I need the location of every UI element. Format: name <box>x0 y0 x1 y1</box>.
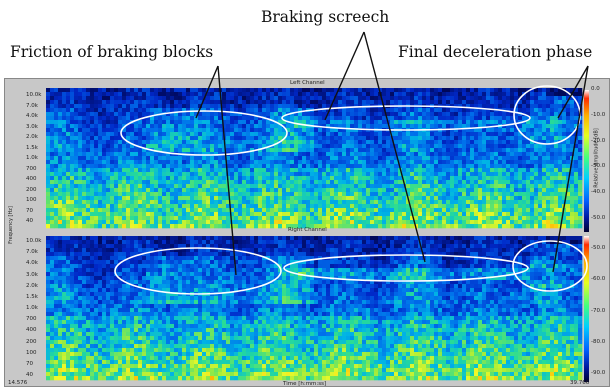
tick-label: 4.0k <box>26 260 38 267</box>
tick-label: 400 <box>26 327 37 334</box>
tick-label: 200 <box>26 186 37 193</box>
tick-label: -50.0 <box>591 245 606 251</box>
caption-friction: Friction of braking blocks <box>10 43 214 61</box>
tick-label: 2.0k <box>26 282 38 289</box>
tick-label: -10.0 <box>591 111 606 118</box>
tick-label: 400 <box>26 176 37 182</box>
tick-label: 0.0 <box>591 86 600 92</box>
tick-label: 3.0k <box>26 271 38 278</box>
tick-label: 1.0k <box>26 305 38 311</box>
tick-label: 70 <box>26 360 33 367</box>
tick-label: 1.5k <box>26 293 38 300</box>
tick-label: -20.0 <box>591 137 606 144</box>
tick-label: 100 <box>26 349 37 356</box>
panel-title-bottom: Right Channel <box>288 227 327 233</box>
tick-label: 4.0k <box>26 113 38 119</box>
tick-label: 100 <box>26 197 37 203</box>
y-axis-label: Frequency [Hz] <box>7 206 14 244</box>
tick-label: 10.0k <box>26 92 42 98</box>
tick-label: 70 <box>26 207 33 214</box>
tick-label: -90.0 <box>591 370 606 376</box>
tick-label: -40.0 <box>591 189 606 196</box>
caption-final-deceleration: Final deceleration phase <box>398 43 593 61</box>
tick-label: 40 <box>26 218 33 224</box>
panel-title-top: Left Channel <box>290 80 325 86</box>
tick-label: 700 <box>26 165 37 172</box>
tick-label: 200 <box>26 338 37 345</box>
tick-label: -70.0 <box>591 307 606 314</box>
tick-label: -30.0 <box>591 163 606 170</box>
colorbar-bottom <box>584 236 589 382</box>
tick-label: 10.0k <box>26 238 42 244</box>
tick-label: -60.0 <box>591 276 606 283</box>
tick-label: 700 <box>26 316 37 323</box>
bottom-spectrogram-panel <box>46 236 583 381</box>
tick-label: 7.0k <box>26 249 38 256</box>
tick-label: 1.5k <box>26 144 38 151</box>
tick-label: -80.0 <box>591 338 606 345</box>
x-axis-label: Time [h:mm:ss] <box>283 381 327 387</box>
tick-label: 2.0k <box>26 134 38 140</box>
tick-label: 40 <box>26 372 33 378</box>
tick-label: 1.0k <box>26 155 38 161</box>
top-spectrogram-panel <box>46 88 583 229</box>
colorbar-label: Relative Amplitude [dB] <box>593 128 600 188</box>
tick-label: -50.0 <box>591 215 606 221</box>
caption-braking-screech: Braking screech <box>261 8 390 26</box>
tick-label: 7.0k <box>26 102 38 109</box>
tick-label: 3.0k <box>26 123 38 130</box>
x-axis-end: 39.766 <box>570 380 590 386</box>
colorbar-top <box>584 90 589 232</box>
x-axis-start: 14.576 <box>8 380 28 386</box>
